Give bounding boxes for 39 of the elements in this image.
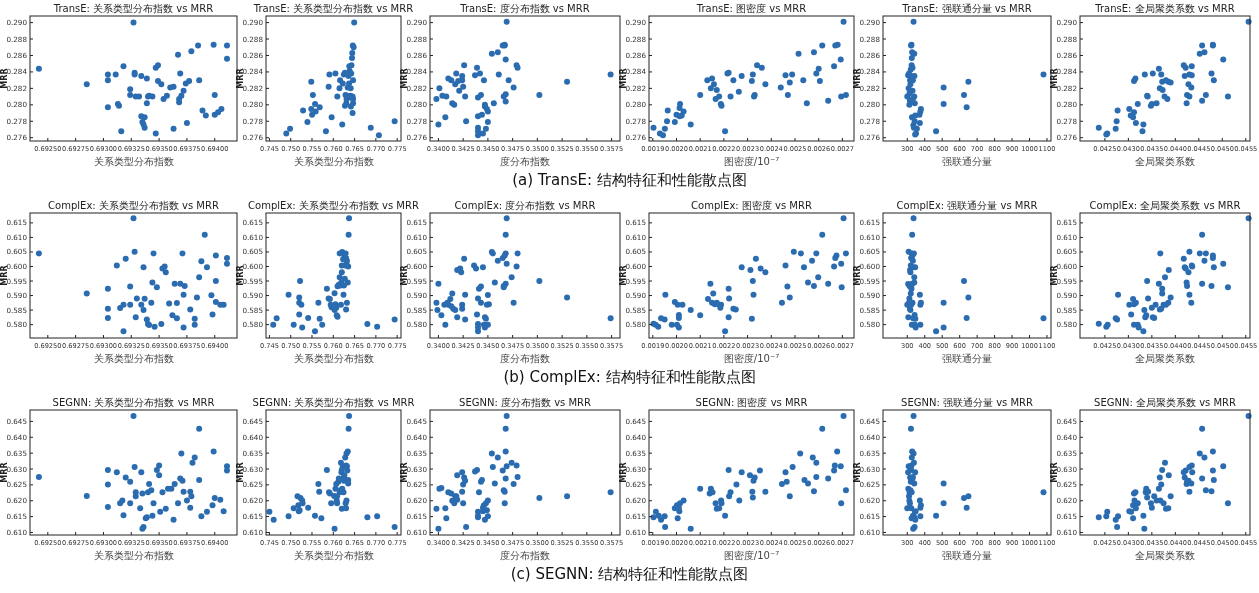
x-axis-title: 关系类型分布指数 — [293, 550, 374, 561]
x-axis-title: 关系类型分布指数 — [293, 353, 374, 364]
x-axis-title: 关系类型分布指数 — [93, 156, 174, 167]
chart-title: SEGNN: 度分布指数 vs MRR — [459, 397, 592, 408]
x-axis-title: 度分布指数 — [500, 550, 550, 561]
x-axis-title: 关系类型分布指数 — [93, 353, 174, 364]
chart-title: ComplEx: 强联通分量 vs MRR — [896, 200, 1038, 211]
chart-title: SEGNN: 全局聚类系数 vs MRR — [1094, 397, 1237, 408]
x-axis-title: 强联通分量 — [942, 353, 992, 364]
chart-title: ComplEx: 度分布指数 vs MRR — [454, 200, 596, 211]
chart-title: TransE: 图密度 vs MRR — [695, 3, 807, 14]
x-axis-title: 度分布指数 — [500, 156, 550, 167]
chart-title: ComplEx: 图密度 vs MRR — [691, 200, 812, 211]
x-axis-title: 强联通分量 — [942, 156, 992, 167]
chart-title: SEGNN: 图密度 vs MRR — [695, 397, 808, 408]
x-axis-title: 强联通分量 — [942, 550, 992, 561]
chart-title: TransE: 全局聚类系数 vs MRR — [1094, 3, 1235, 14]
x-axis-title: 全局聚类系数 — [1135, 550, 1195, 561]
chart-title: TransE: 关系类型分布指数 vs MRR — [252, 3, 414, 14]
text: (a) TransE: 结构特征和性能散点图 — [512, 171, 747, 189]
chart-title: TransE: 度分布指数 vs MRR — [459, 3, 590, 14]
text: (c) SEGNN: 结构特征和性能散点图 — [510, 565, 749, 583]
x-axis-title: 度分布指数 — [500, 353, 550, 364]
chart-title: ComplEx: 关系类型分布指数 vs MRR — [248, 200, 419, 211]
x-axis-title: 关系类型分布指数 — [293, 156, 374, 167]
x-axis-title: 关系类型分布指数 — [93, 550, 174, 561]
text: (b) ComplEx: 结构特征和性能散点图 — [503, 368, 756, 386]
x-axis-title: 图密度/10⁻⁷ — [723, 156, 780, 167]
x-axis-title: 图密度/10⁻⁷ — [723, 550, 780, 561]
chart-title: SEGNN: 关系类型分布指数 vs MRR — [252, 397, 415, 408]
chart-title: SEGNN: 关系类型分布指数 vs MRR — [52, 397, 215, 408]
chart-title: ComplEx: 全局聚类系数 vs MRR — [1089, 200, 1241, 211]
chart-title: ComplEx: 关系类型分布指数 vs MRR — [48, 200, 219, 211]
chart-title: TransE: 强联通分量 vs MRR — [901, 3, 1032, 14]
chart-title: SEGNN: 强联通分量 vs MRR — [901, 397, 1034, 408]
chart-title: TransE: 关系类型分布指数 vs MRR — [52, 3, 214, 14]
x-axis-title: 全局聚类系数 — [1135, 353, 1195, 364]
x-axis-title: 图密度/10⁻⁷ — [723, 353, 780, 364]
x-axis-title: 全局聚类系数 — [1135, 156, 1195, 167]
